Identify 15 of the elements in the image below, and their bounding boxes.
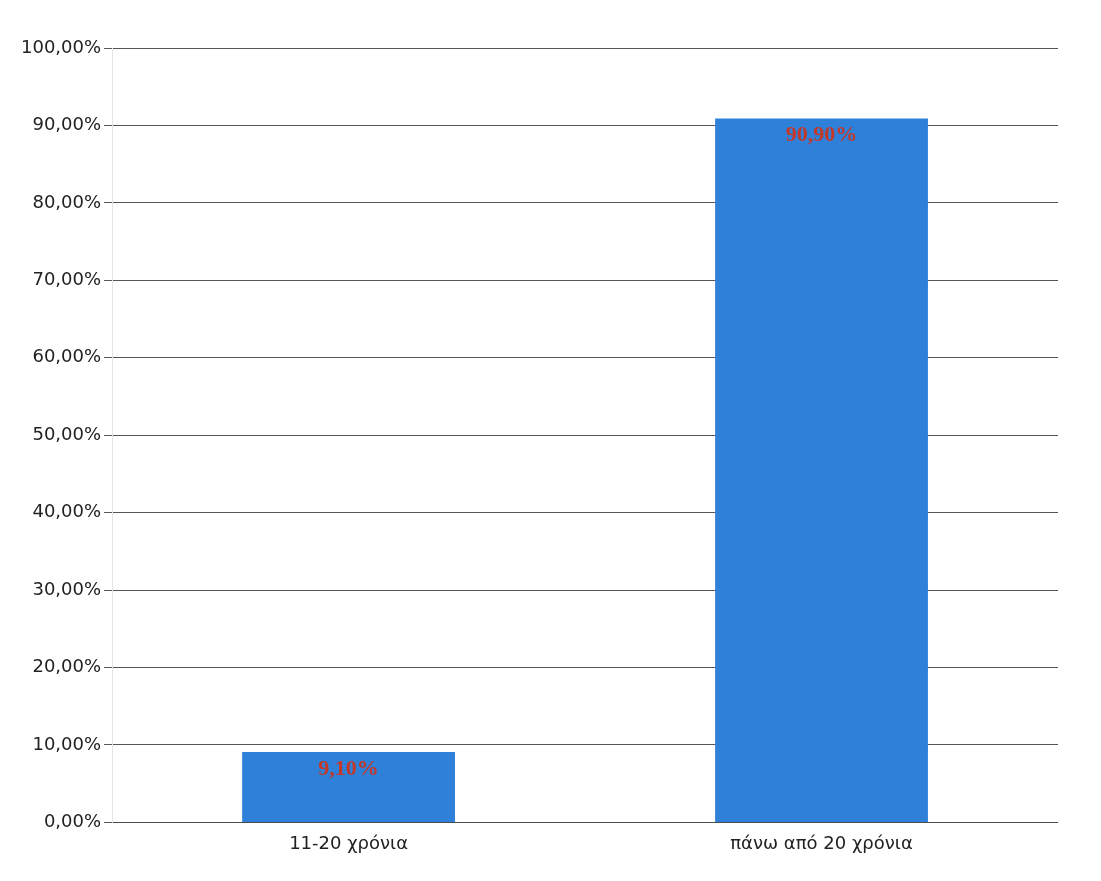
y-tick-label: 40,00% <box>32 500 102 522</box>
y-tick-label: 0,00% <box>43 810 102 832</box>
y-tick-label: 60,00% <box>32 345 102 367</box>
data-label: 90,90% <box>785 121 858 147</box>
y-tick-label: 70,00% <box>32 267 102 289</box>
y-tick-label: 20,00% <box>32 655 102 677</box>
y-tick-label: 100,00% <box>20 35 102 57</box>
y-tick-label: 50,00% <box>32 422 102 444</box>
y-tick-label: 10,00% <box>32 732 102 754</box>
x-tick-label: 11-20 χρόνια <box>289 831 408 853</box>
x-tick-label: πάνω από 20 χρόνια <box>730 831 913 853</box>
data-label: 9,10% <box>318 754 379 780</box>
y-tick-label: 90,00% <box>32 113 102 135</box>
y-tick-label: 30,00% <box>32 577 102 599</box>
y-tick-label: 80,00% <box>32 190 102 212</box>
